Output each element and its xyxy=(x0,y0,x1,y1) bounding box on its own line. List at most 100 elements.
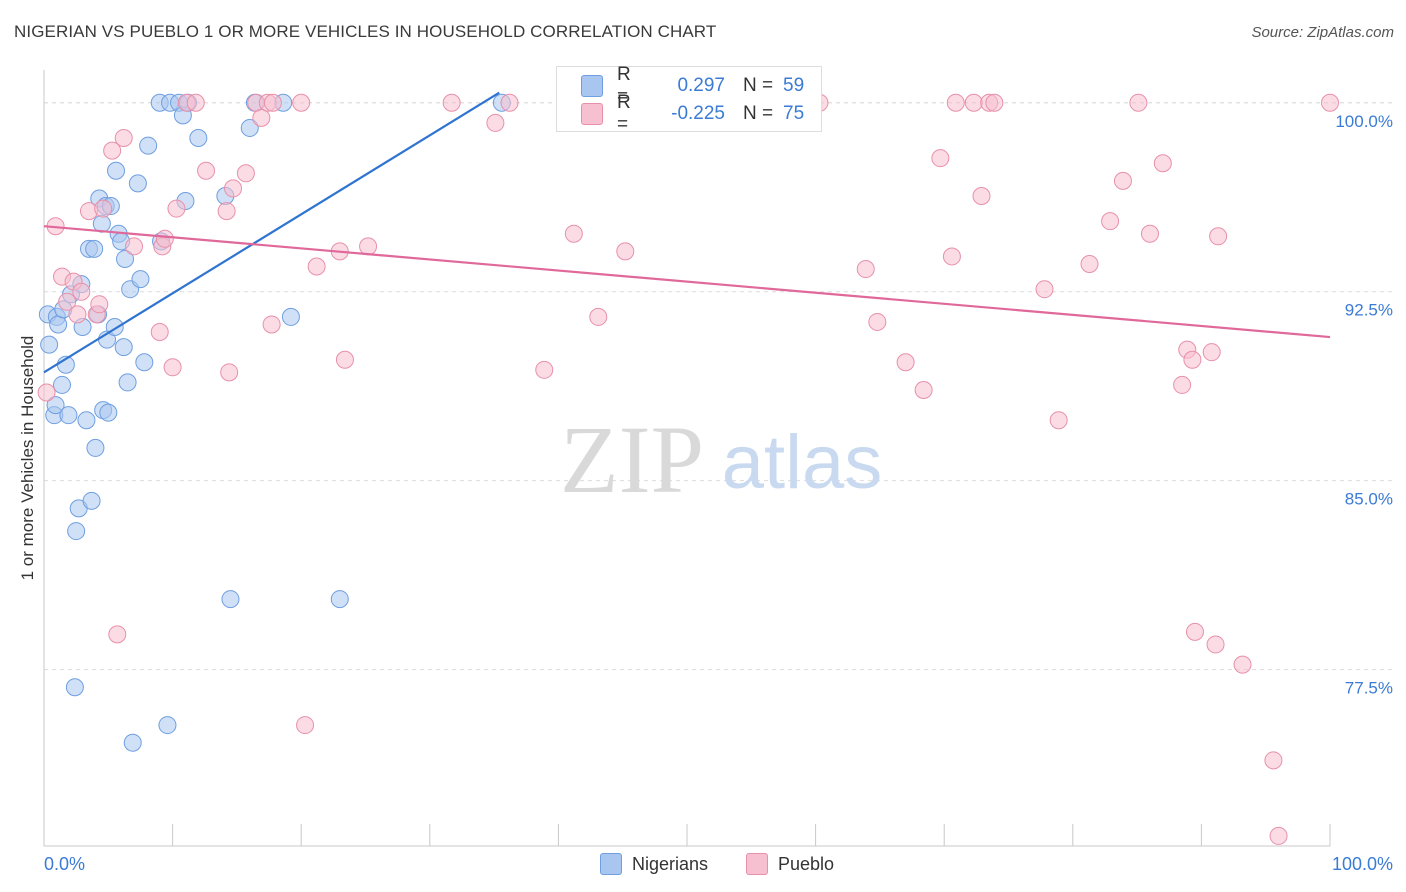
data-point xyxy=(125,237,144,256)
y-tick-label: 85.0% xyxy=(1345,490,1393,509)
data-point xyxy=(40,335,59,354)
data-point xyxy=(139,136,158,155)
legend-item-pueblo[interactable]: Pueblo xyxy=(746,852,834,876)
trend-lines xyxy=(43,91,1331,374)
data-point xyxy=(99,403,118,422)
data-point xyxy=(1202,343,1221,362)
data-point xyxy=(53,375,72,394)
n-label: N = xyxy=(743,103,774,124)
data-point xyxy=(167,199,186,218)
stats-legend: R = 0.297 N = 59 R = -0.225 N = 75 xyxy=(556,64,822,135)
watermark-atlas: atlas xyxy=(722,420,883,505)
data-point xyxy=(155,229,174,248)
data-point xyxy=(1173,375,1192,394)
data-point xyxy=(1113,171,1132,190)
trend-line xyxy=(43,91,500,374)
data-point xyxy=(292,93,311,112)
data-point xyxy=(116,249,135,268)
data-point xyxy=(217,202,236,221)
data-point xyxy=(972,186,991,205)
data-point xyxy=(1183,350,1202,369)
data-point xyxy=(186,93,205,112)
data-point xyxy=(1080,255,1099,273)
r-label: R = xyxy=(617,64,631,107)
data-point xyxy=(359,237,378,256)
data-point xyxy=(868,312,887,331)
data-point xyxy=(236,164,255,183)
data-point xyxy=(131,270,150,289)
x-tick-label: 100.0% xyxy=(1332,854,1393,874)
chart-title: NIGERIAN VS PUEBLO 1 OR MORE VEHICLES IN… xyxy=(14,22,717,41)
data-point xyxy=(1129,93,1148,112)
data-points xyxy=(37,93,1339,845)
pueblo-legend-swatch xyxy=(746,853,768,875)
data-point xyxy=(1269,826,1288,845)
data-point xyxy=(77,411,96,430)
data-point xyxy=(252,108,271,127)
data-point xyxy=(931,149,950,168)
data-point xyxy=(37,383,56,402)
data-point xyxy=(1206,635,1225,654)
data-point xyxy=(564,224,583,243)
trend-line xyxy=(43,225,1331,339)
data-point xyxy=(163,358,182,377)
data-point xyxy=(135,353,154,372)
data-point xyxy=(1209,227,1228,246)
data-point xyxy=(296,716,315,735)
data-point xyxy=(1049,411,1068,430)
pueblo-swatch xyxy=(581,103,603,125)
data-point xyxy=(220,363,239,382)
data-point xyxy=(85,239,104,258)
data-point xyxy=(114,129,133,148)
pueblo-legend-label: Pueblo xyxy=(778,853,835,874)
data-point xyxy=(82,491,101,510)
data-point xyxy=(1101,212,1120,231)
data-point xyxy=(128,174,147,193)
data-point xyxy=(964,93,983,112)
y-tick-label: 77.5% xyxy=(1345,679,1393,698)
data-point xyxy=(72,282,91,301)
legend-row-pueblo: R = -0.225 N = 75 xyxy=(581,92,804,135)
axes xyxy=(43,70,1331,847)
data-point xyxy=(103,141,122,160)
x-tick-label: 0.0% xyxy=(44,854,85,874)
data-point xyxy=(942,247,961,266)
n-value: 59 xyxy=(783,75,805,96)
data-point xyxy=(896,353,915,372)
legend-row-nigerians: R = 0.297 N = 59 xyxy=(581,64,805,107)
data-point xyxy=(107,161,126,180)
watermark: ZIP atlas xyxy=(560,406,882,513)
data-point xyxy=(946,93,965,112)
data-point xyxy=(616,242,635,261)
tick-labels: 100.0% 92.5% 85.0% 77.5% 0.0% 100.0% xyxy=(44,112,1393,874)
data-point xyxy=(221,590,240,609)
data-point xyxy=(856,260,875,279)
data-point xyxy=(46,396,65,415)
n-label: N = xyxy=(743,75,774,96)
y-tick-label: 100.0% xyxy=(1335,112,1393,131)
data-point xyxy=(335,350,354,369)
data-point xyxy=(1264,751,1283,770)
data-point xyxy=(330,590,349,609)
data-point xyxy=(486,113,505,132)
data-point xyxy=(1233,655,1252,674)
source-label: Source: ZipAtlas.com xyxy=(1251,24,1394,41)
data-point xyxy=(307,257,326,276)
r-label: R = xyxy=(617,92,631,135)
nigerians-legend-label: Nigerians xyxy=(632,853,709,874)
legend-item-nigerians[interactable]: Nigerians xyxy=(600,852,708,876)
watermark-zip: ZIP xyxy=(560,406,704,513)
data-point xyxy=(442,93,461,112)
data-point xyxy=(263,93,282,112)
nigerians-legend-swatch xyxy=(600,853,622,875)
r-value: -0.225 xyxy=(671,103,725,124)
data-point xyxy=(68,305,87,324)
data-point xyxy=(985,93,1004,112)
data-point xyxy=(189,129,208,148)
data-point xyxy=(150,323,169,342)
data-point xyxy=(224,179,243,198)
data-point xyxy=(197,161,216,180)
r-value: 0.297 xyxy=(677,75,725,96)
data-point xyxy=(500,93,519,112)
